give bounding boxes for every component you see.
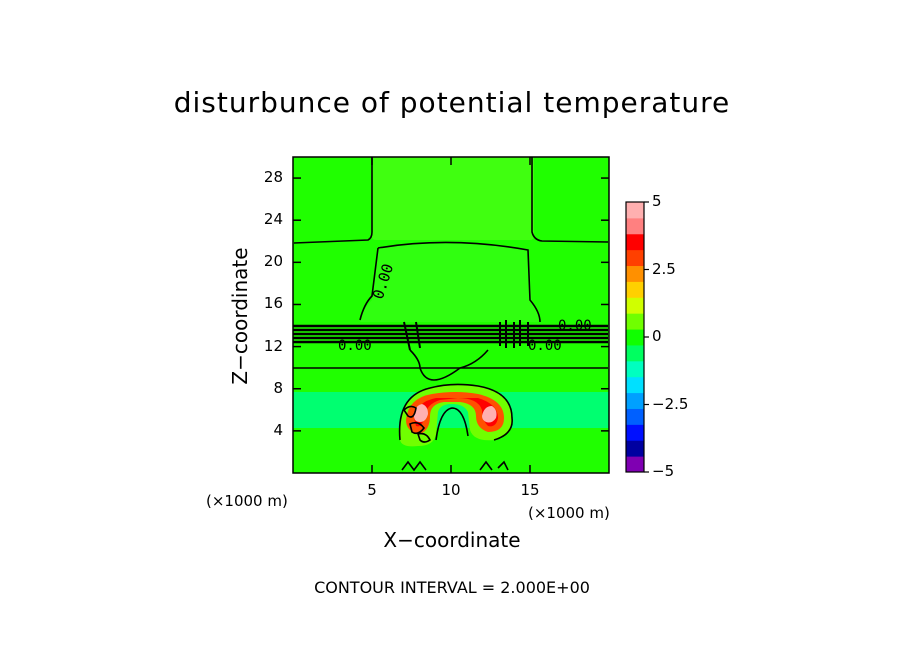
contour-lines (293, 157, 609, 472)
colorbar-segment (626, 265, 644, 282)
y-tick-label: 8 (273, 378, 283, 397)
colorbar-segment (626, 344, 644, 362)
colorbar-segment (626, 456, 644, 473)
colorbar-tick-label: −2.5 (652, 394, 689, 413)
colorbar-segment (626, 440, 644, 457)
x-tick-label: 15 (520, 481, 540, 499)
colorbar-tick-label: 2.5 (652, 259, 676, 278)
x-tick-label: 5 (367, 481, 377, 499)
y-tick-label: 4 (273, 420, 283, 439)
colorbar (625, 201, 649, 473)
bubble-core (414, 398, 498, 427)
y-tick-label: 20 (263, 252, 283, 271)
colorbar-segment (626, 281, 644, 298)
colorbar-segment (626, 233, 644, 251)
upper-region (372, 157, 534, 240)
x-tick-marks (371, 157, 531, 473)
colorbar-segment (626, 217, 644, 235)
contour-label: 0.00 (558, 318, 592, 334)
y-tick-label: 28 (263, 168, 283, 187)
colorbar-segment (626, 202, 644, 219)
colorbar-tick-label: −5 (652, 462, 675, 480)
colorbar-tick-label: 5 (652, 192, 662, 210)
y-unit-label: (×1000 m) (206, 492, 288, 510)
dome-region (360, 243, 540, 322)
colorbar-segment (626, 392, 644, 409)
contour-band (293, 324, 608, 344)
chart-title: disturbunce of potential temperature (173, 86, 731, 119)
colorbar-segment (626, 376, 644, 394)
colorbar-segment (626, 313, 644, 330)
y-axis-label: Z−coordinate (228, 247, 252, 385)
contour-label: 0.00 (528, 338, 562, 354)
colorbar-segment (626, 424, 644, 441)
contour-spikes (403, 320, 529, 351)
x-tick-label: 10 (441, 481, 461, 499)
colorbar-tick-label: 0 (652, 327, 662, 345)
colorbar-segment (626, 329, 644, 346)
y-tick-label: 24 (263, 210, 283, 229)
bubble-left-lobe (414, 404, 428, 422)
contour-interval-text: CONTOUR INTERVAL = 2.000E+00 (314, 578, 590, 597)
y-tick-label: 16 (263, 294, 283, 313)
contour-label: 0.00 (338, 338, 372, 354)
x-axis-label: X−coordinate (383, 528, 521, 552)
bubble-right-lobe (482, 406, 497, 423)
y-tick-label: 12 (263, 336, 283, 355)
y-tick-marks (293, 177, 609, 432)
colorbar-segment (626, 360, 644, 378)
colorbar-segment (626, 297, 644, 314)
colorbar-segment (626, 249, 644, 267)
x-unit-label: (×1000 m) (528, 504, 610, 522)
colorbar-segment (626, 408, 644, 425)
